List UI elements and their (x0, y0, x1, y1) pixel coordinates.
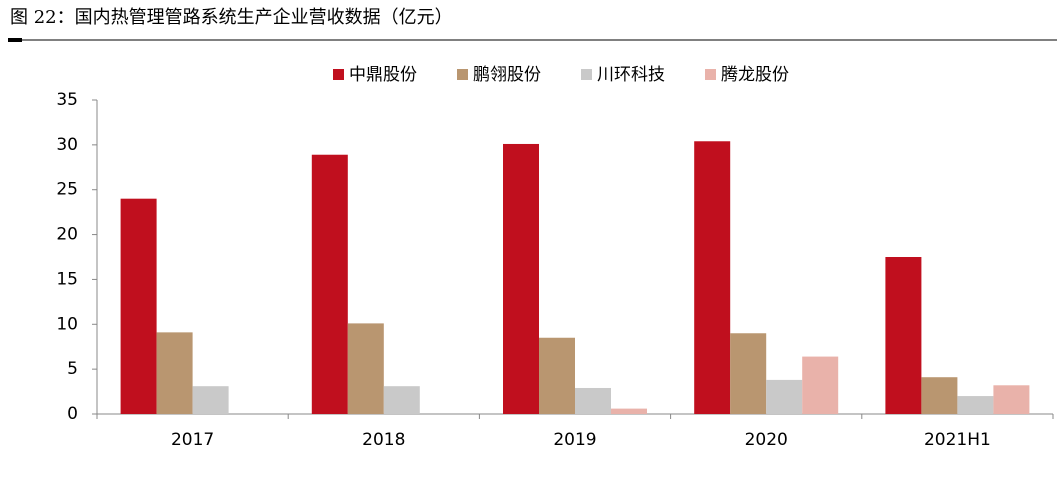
bar (694, 141, 731, 415)
y-tick-label: 30 (56, 135, 78, 155)
bar (347, 323, 384, 414)
bar (802, 356, 839, 414)
bar (539, 337, 575, 414)
legend-swatch (457, 69, 468, 80)
legend-label: 腾龙股份 (721, 65, 789, 85)
bar (120, 198, 157, 414)
bar (503, 143, 539, 414)
bar (383, 386, 420, 414)
legend-label: 中鼎股份 (349, 65, 417, 85)
legend-label: 鹏翎股份 (473, 65, 541, 85)
bar (611, 408, 647, 414)
bar (156, 332, 193, 414)
legend-label: 川环科技 (597, 65, 665, 85)
x-tick-label: 2020 (745, 430, 788, 450)
bar (575, 387, 611, 414)
legend-swatch (581, 69, 592, 80)
bar (311, 154, 348, 414)
legend-swatch (333, 69, 344, 80)
bar (885, 257, 922, 414)
bar (192, 386, 229, 414)
y-tick-label: 15 (56, 269, 78, 289)
x-tick-label: 2018 (362, 430, 405, 450)
y-tick-label: 35 (56, 90, 78, 110)
bar (993, 385, 1030, 414)
y-tick-label: 5 (67, 359, 78, 379)
x-tick-label: 2019 (553, 430, 596, 450)
y-tick-label: 10 (56, 314, 78, 334)
y-tick-label: 0 (67, 404, 78, 424)
bar (730, 333, 767, 414)
y-tick-label: 25 (56, 180, 78, 200)
title-rule-mark (8, 38, 22, 42)
legend-swatch (705, 69, 716, 80)
x-tick-label: 2017 (171, 430, 214, 450)
bar (766, 379, 803, 414)
x-tick-label: 2021H1 (924, 430, 991, 450)
title: 图 22：国内热管理管路系统生产企业营收数据（亿元） (10, 7, 453, 28)
y-tick-label: 20 (56, 225, 78, 245)
bar (957, 396, 994, 414)
bar (921, 377, 958, 414)
